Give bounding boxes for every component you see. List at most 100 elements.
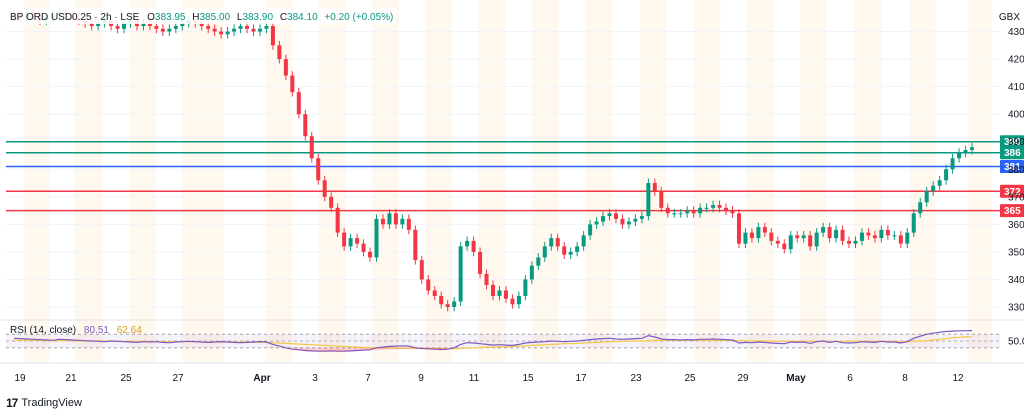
candle-body <box>898 235 903 244</box>
candle <box>905 228 910 249</box>
rsi-pane[interactable]: 50.00 <box>0 319 1024 364</box>
candle-body <box>762 227 767 233</box>
candle-body <box>652 183 657 192</box>
candle <box>536 252 541 271</box>
candle <box>944 164 949 185</box>
candle <box>704 203 709 213</box>
time-tick-label: 3 <box>312 373 318 384</box>
candle-body <box>115 26 120 29</box>
candle-body <box>406 218 411 230</box>
candle-body <box>342 232 347 247</box>
tradingview-brand[interactable]: 17 TradingView <box>6 396 82 410</box>
candle <box>335 203 340 238</box>
candle-body <box>969 147 975 150</box>
candle-body <box>568 251 573 255</box>
candle <box>607 208 612 221</box>
legend: BP ORD USD0.25 · 2h · LSE O383.95 H385.0… <box>4 8 396 24</box>
session-band <box>425 0 452 362</box>
candle <box>918 197 923 218</box>
candle-body <box>678 213 683 215</box>
legend-interval[interactable]: 2h <box>100 12 111 23</box>
candle <box>808 230 813 251</box>
candle-body <box>685 210 690 214</box>
candle-body <box>212 28 217 32</box>
candle-body <box>523 279 528 296</box>
candle <box>613 208 618 224</box>
candle <box>251 24 256 36</box>
candle-body <box>562 246 567 255</box>
candle-body <box>296 92 301 115</box>
session-band <box>130 0 156 362</box>
price-tick-label: 410 <box>1008 82 1024 93</box>
candle <box>555 233 560 251</box>
candle <box>497 286 502 301</box>
candle-body <box>607 213 612 217</box>
candle-body <box>937 180 942 186</box>
candle-body <box>872 235 877 239</box>
candle-body <box>322 180 327 197</box>
candle-body <box>529 265 534 280</box>
candle <box>743 228 748 249</box>
legend-symbol[interactable]: BP ORD USD0.25 <box>10 12 92 23</box>
candle <box>342 228 347 251</box>
candle <box>594 217 599 229</box>
candle-body <box>795 235 800 239</box>
candle-body <box>555 238 560 247</box>
candle-body <box>490 284 496 296</box>
candle-body <box>588 224 593 236</box>
candle-body <box>911 213 916 233</box>
candle-body <box>303 114 308 137</box>
candle-body <box>180 23 185 27</box>
candle-body <box>167 28 172 32</box>
candle-body <box>471 240 476 252</box>
session-band <box>800 0 827 362</box>
candle-body <box>672 213 677 215</box>
candle <box>581 230 586 251</box>
price-axis[interactable]: 330 340 350 360 370 380 390 400 410 420 430 <box>1008 27 1024 313</box>
candle-body <box>549 238 554 247</box>
candle-body <box>646 183 651 217</box>
candle <box>736 208 741 249</box>
candle <box>549 233 554 251</box>
candle-body <box>620 218 625 225</box>
rsi-label[interactable]: RSI (14, close) <box>10 325 76 336</box>
currency-label[interactable]: GBX <box>999 12 1020 23</box>
candle-body <box>808 235 813 247</box>
candle <box>212 24 217 36</box>
legend-change: +0.20 (+0.05%) <box>324 12 393 23</box>
candle <box>439 291 444 309</box>
candle <box>393 208 398 229</box>
candle <box>160 24 165 36</box>
time-tick-label: 21 <box>65 373 77 384</box>
rsi-axis-label: 50.00 <box>1008 337 1024 348</box>
candle <box>853 236 858 249</box>
candle-body <box>542 246 547 258</box>
legend-separator: · <box>114 12 120 23</box>
candle <box>847 236 852 249</box>
candle-body <box>361 243 366 252</box>
candle-body <box>769 232 774 241</box>
candle-body <box>626 221 631 225</box>
price-tick-label: 390 <box>1008 137 1024 148</box>
candle <box>892 230 897 240</box>
candle <box>426 275 431 295</box>
candle <box>270 21 275 50</box>
time-axis[interactable]: 19 21 25 27 Apr 3 7 9 11 15 17 23 25 29 May 6 8 12 <box>14 373 964 384</box>
candle-body <box>905 232 910 244</box>
rsi-value: 80.51 <box>84 325 109 336</box>
candle <box>950 153 955 174</box>
legend-close: 384.10 <box>287 12 318 23</box>
candle <box>620 214 625 229</box>
rsi-ma-value: 62.64 <box>117 325 142 336</box>
candles <box>11 7 975 312</box>
candle-body <box>782 243 787 250</box>
time-tick-label: 29 <box>737 373 749 384</box>
candle <box>937 175 942 191</box>
svg-text:BP ORD USD0.25 ·: BP ORD USD0.25 · 2h · LSE O383.95 H385.0… <box>10 12 393 23</box>
candle-body <box>866 232 871 236</box>
candle-body <box>413 229 418 261</box>
level-price-tag-label: 372 <box>1004 187 1021 198</box>
candle <box>387 208 392 229</box>
